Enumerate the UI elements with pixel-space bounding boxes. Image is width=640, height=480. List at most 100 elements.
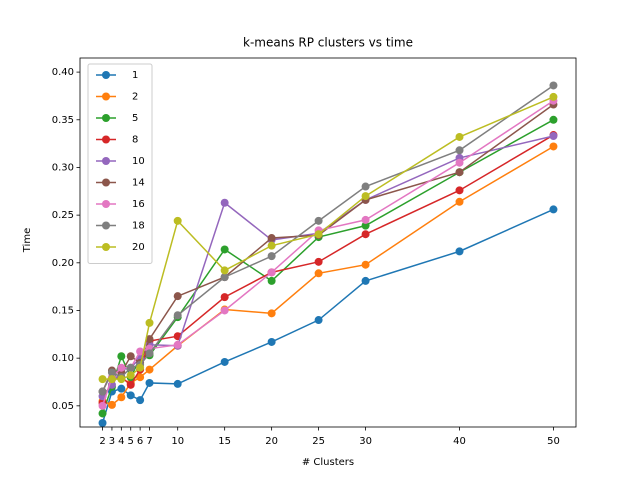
data-point: [549, 205, 558, 214]
legend: 1 2 5 8 10 14 16 18 20: [87, 63, 153, 264]
x-tick-label: 4: [118, 436, 124, 447]
data-point: [126, 352, 135, 361]
data-point: [314, 316, 323, 325]
data-point: [549, 131, 558, 140]
data-point: [455, 132, 464, 141]
data-point: [117, 375, 126, 384]
data-point: [549, 115, 558, 124]
data-point: [455, 197, 464, 206]
y-tick-label: 0.40: [52, 67, 74, 78]
legend-marker: [102, 157, 110, 165]
legend-marker: [102, 92, 110, 101]
data-point: [136, 373, 145, 382]
data-point: [220, 357, 229, 366]
legend-box: [87, 63, 153, 264]
data-point: [267, 241, 276, 250]
x-tick-label: 30: [359, 436, 372, 447]
data-point: [98, 418, 107, 427]
legend-label: 8: [132, 135, 138, 146]
data-point: [361, 182, 370, 191]
y-tick-label: 0.10: [52, 353, 74, 364]
data-point: [145, 365, 154, 374]
data-point: [220, 198, 229, 207]
data-point: [549, 142, 558, 151]
data-point: [98, 387, 107, 396]
data-point: [117, 384, 126, 393]
data-point: [126, 391, 135, 400]
y-tick-label: 0.05: [52, 401, 74, 412]
x-tick-label: 40: [453, 436, 466, 447]
data-point: [455, 247, 464, 256]
data-point: [549, 81, 558, 90]
x-tick-label: 15: [218, 436, 231, 447]
data-point: [98, 375, 107, 384]
data-point: [117, 393, 126, 402]
legend-label: 5: [132, 113, 138, 124]
data-point: [145, 349, 154, 358]
legend-marker: [102, 114, 110, 122]
x-tick-label: 7: [146, 436, 152, 447]
data-point: [145, 318, 154, 327]
x-tick-label: 25: [312, 436, 325, 447]
x-tick-label: 6: [137, 436, 143, 447]
data-point: [126, 371, 135, 380]
data-point: [107, 375, 116, 384]
legend-marker: [102, 71, 110, 79]
data-point: [267, 309, 276, 318]
data-point: [361, 192, 370, 201]
x-tick-label: 5: [128, 436, 134, 447]
data-point: [455, 158, 464, 167]
chart-title: k-means RP clusters vs time: [243, 36, 413, 50]
y-tick-label: 0.20: [52, 258, 74, 269]
legend-label: 1: [132, 70, 138, 81]
legend-marker: [102, 200, 110, 208]
data-point: [220, 273, 229, 282]
legend-marker: [102, 221, 110, 230]
data-point: [314, 230, 323, 239]
data-point: [267, 252, 276, 261]
data-point: [220, 306, 229, 315]
x-tick-label: 3: [109, 436, 115, 447]
data-point: [98, 409, 107, 418]
x-tick-label: 50: [547, 436, 560, 447]
data-point: [267, 337, 276, 346]
data-point: [314, 269, 323, 278]
legend-label: 14: [132, 178, 145, 189]
legend-label: 10: [132, 156, 145, 167]
data-point: [361, 230, 370, 239]
data-point: [220, 266, 229, 275]
data-point: [173, 311, 182, 320]
legend-marker: [102, 178, 110, 187]
data-point: [267, 276, 276, 285]
legend-label: 16: [132, 199, 145, 210]
data-point: [549, 92, 558, 101]
data-point: [98, 401, 107, 410]
legend-label: 20: [132, 242, 145, 253]
x-axis-label: # Clusters: [302, 457, 354, 468]
data-point: [267, 234, 276, 243]
data-point: [173, 379, 182, 388]
data-point: [314, 216, 323, 225]
data-point: [117, 363, 126, 372]
data-point: [314, 257, 323, 266]
data-point: [361, 221, 370, 230]
legend-label: 18: [132, 221, 145, 232]
y-tick-label: 0.25: [52, 210, 74, 221]
data-point: [136, 347, 145, 356]
data-point: [173, 292, 182, 301]
data-point: [117, 352, 126, 361]
data-point: [173, 216, 182, 225]
y-axis-label: Time: [22, 228, 33, 253]
x-tick-label: 2: [99, 436, 105, 447]
data-point: [145, 335, 154, 344]
data-point: [455, 146, 464, 155]
data-point: [126, 363, 135, 372]
y-tick-label: 0.15: [52, 305, 74, 316]
data-point: [145, 378, 154, 387]
x-tick-label: 10: [171, 436, 184, 447]
data-point: [107, 368, 116, 377]
data-point: [455, 168, 464, 177]
data-point: [126, 380, 135, 389]
data-point: [220, 293, 229, 302]
